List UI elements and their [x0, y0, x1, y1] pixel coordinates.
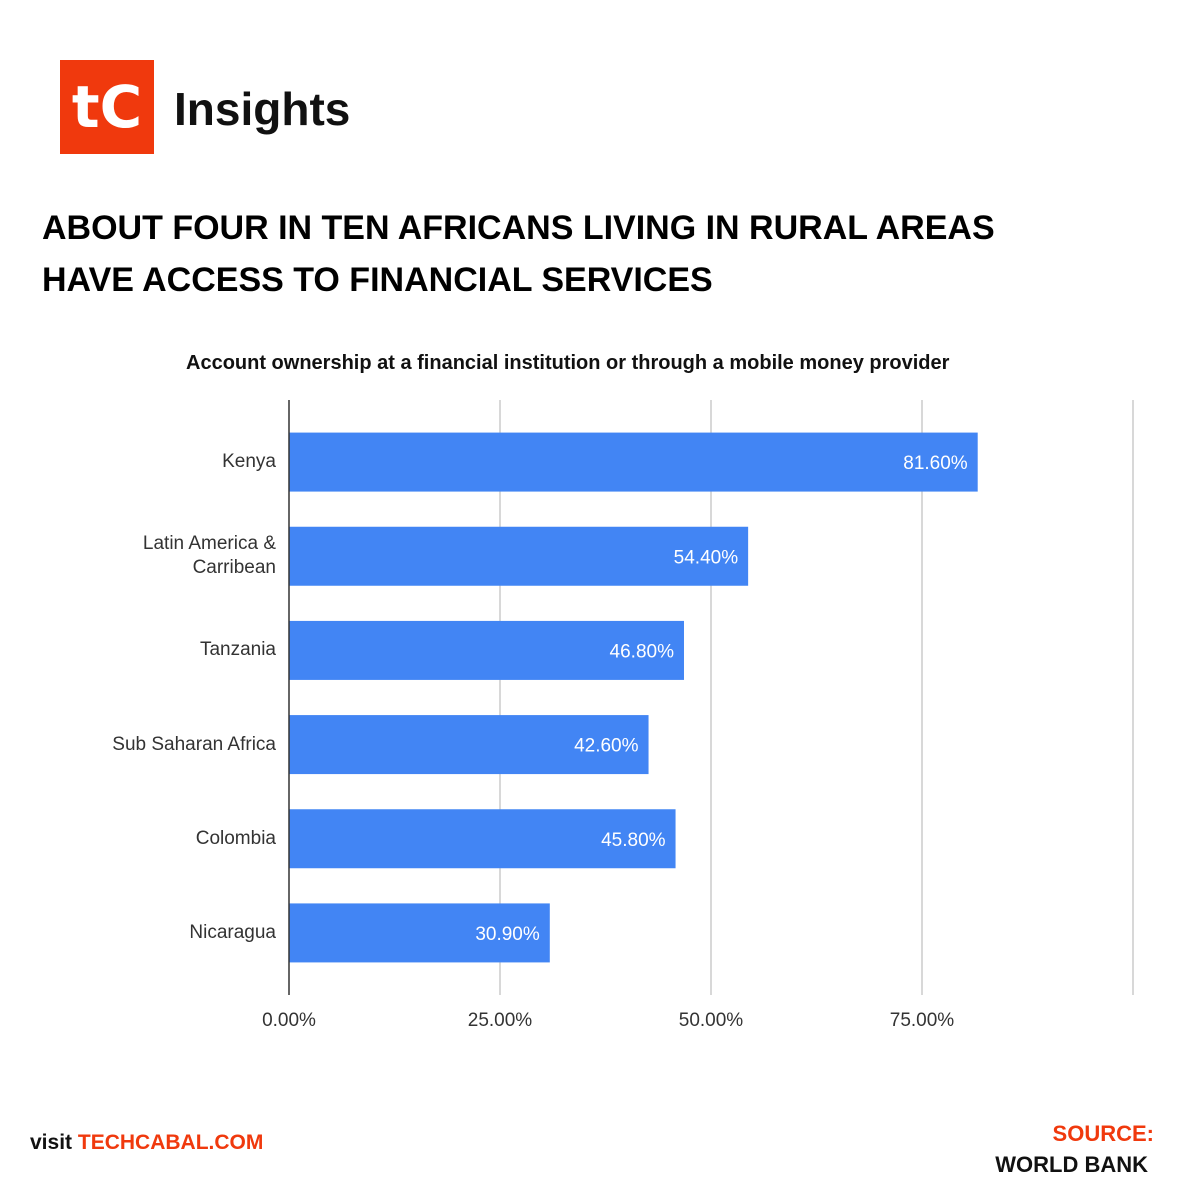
value-label: 45.80%	[601, 830, 666, 851]
subtitle: Account ownership at a financial institu…	[186, 352, 950, 374]
title-line: HAVE ACCESS TO FINANCIAL SERVICES	[42, 261, 713, 299]
logo-box: tC	[60, 60, 154, 154]
y-tick-label: Tanzania	[199, 639, 276, 661]
logo: tC	[71, 73, 143, 141]
footer-visit: visit TECHCABAL.COM	[30, 1131, 263, 1155]
value-label: 54.40%	[674, 547, 739, 568]
bar	[289, 526, 749, 586]
x-tick-label: 50.00%	[679, 1010, 744, 1031]
bar	[289, 903, 550, 963]
value-label: 81.60%	[903, 453, 968, 474]
source-label: SOURCE:	[1052, 1121, 1154, 1146]
y-tick-label: Nicaragua	[189, 921, 276, 943]
value-label: 42.60%	[574, 736, 639, 757]
y-tick-label: Sub Saharan Africa	[112, 733, 276, 755]
title: ABOUT FOUR IN TEN AFRICANS LIVING IN RUR…	[42, 202, 995, 306]
bar	[289, 620, 684, 680]
source: WORLD BANK	[995, 1152, 1148, 1177]
visit: visit	[30, 1131, 73, 1154]
value-label: 46.80%	[610, 641, 675, 662]
y-tick-label: Colombia	[195, 827, 276, 849]
x-tick-label: 75.00%	[890, 1010, 955, 1031]
bar	[289, 432, 978, 492]
brand-name: Insights	[174, 83, 351, 135]
x-tick-label: 25.00%	[468, 1010, 533, 1031]
bar	[289, 809, 676, 869]
y-tick-label: Kenya	[222, 451, 276, 473]
bar	[289, 715, 649, 775]
site-link[interactable]: TECHCABAL.COM	[77, 1131, 264, 1154]
y-tick-label: Latin America & Carribean	[142, 533, 276, 579]
x-tick-label: 0.00%	[262, 1010, 316, 1031]
title-line: ABOUT FOUR IN TEN AFRICANS LIVING IN RUR…	[42, 209, 995, 247]
value-label: 30.90%	[475, 924, 540, 945]
